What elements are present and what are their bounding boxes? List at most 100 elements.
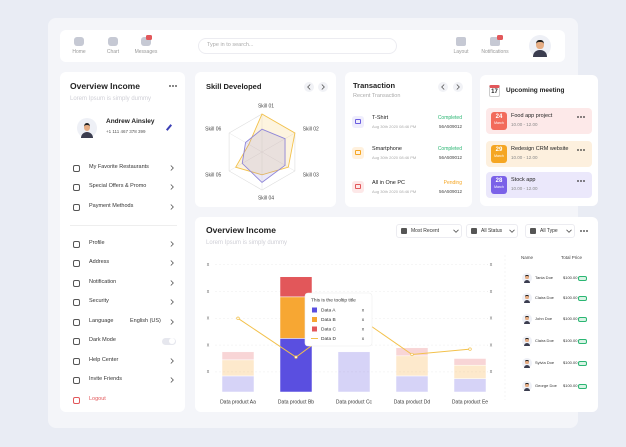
avatar-body[interactable] <box>533 49 547 57</box>
avatar-body[interactable] <box>81 131 93 138</box>
avatar-face[interactable] <box>525 383 529 388</box>
nav-label[interactable]: Layout <box>453 49 469 55</box>
table-name[interactable]: Claira Doe <box>535 295 554 300</box>
menu-item[interactable]: Address <box>89 259 110 265</box>
search-placeholder[interactable]: Type in to search... <box>207 42 254 48</box>
transaction-date: Aug 30th 2020 08:46 PM <box>372 189 417 194</box>
date-day[interactable]: 24 <box>495 114 503 120</box>
filter-label[interactable]: All Status <box>481 227 503 234</box>
date-day[interactable]: 29 <box>495 147 503 153</box>
filter-label[interactable]: Most Recent <box>411 227 440 234</box>
menu-item[interactable]: Logout <box>89 396 106 402</box>
nav-icon[interactable] <box>456 37 466 46</box>
menu-item[interactable]: Dark Mode <box>89 337 116 343</box>
nav-icon[interactable] <box>74 37 84 46</box>
status-pill <box>578 361 587 366</box>
transaction-status: Completed <box>437 146 462 152</box>
filter-label[interactable]: All Type <box>540 227 558 234</box>
menu-item[interactable]: Special Offers & Promo <box>89 183 147 189</box>
table-price: $100.00 <box>563 338 578 343</box>
meeting-time: 10.00 - 12.00 <box>511 122 538 127</box>
search-box[interactable] <box>198 38 397 54</box>
table-name[interactable]: Claira Doe <box>535 338 554 343</box>
menu-item[interactable]: My Favorite Restaurants <box>89 164 149 170</box>
avatar-face[interactable] <box>525 295 529 300</box>
filter-icon[interactable] <box>530 228 536 234</box>
table-name[interactable]: John Doe <box>535 316 553 321</box>
date-badge[interactable] <box>491 176 507 194</box>
meeting-title[interactable]: Redesign CRM website <box>511 146 569 152</box>
nav-icon[interactable] <box>141 37 151 46</box>
avatar-body[interactable] <box>524 279 530 283</box>
transaction-name[interactable]: Smartphone <box>372 146 402 152</box>
meeting-time: 10.00 - 12.00 <box>511 186 538 191</box>
nav-label[interactable]: Notifications <box>481 49 509 55</box>
table-name[interactable]: Sylvia Doe <box>535 360 555 365</box>
transaction-glyph[interactable] <box>355 119 361 124</box>
transaction-glyph[interactable] <box>355 150 361 155</box>
nav-label[interactable]: Messages <box>134 49 158 55</box>
menu-icon[interactable] <box>73 183 80 191</box>
menu-icon[interactable] <box>73 298 80 306</box>
menu-item[interactable]: Profile <box>89 240 105 246</box>
avatar-face[interactable] <box>525 275 529 280</box>
table-name[interactable]: Tania Doe <box>535 275 554 280</box>
language-value[interactable]: English (US) <box>130 318 161 324</box>
menu-item[interactable]: Language <box>89 318 114 324</box>
filter[interactable] <box>525 224 575 238</box>
avatar-face[interactable] <box>536 39 544 49</box>
date-badge[interactable] <box>491 145 507 163</box>
avatar-body[interactable] <box>524 364 530 368</box>
transaction-name[interactable]: T-Shirt <box>372 115 389 121</box>
card-subtitle: Lorem Ipsum is simply dummy <box>70 96 152 102</box>
filter[interactable] <box>396 224 462 238</box>
toggle-knob[interactable] <box>169 338 175 344</box>
filter-icon[interactable] <box>471 228 477 234</box>
meeting-title[interactable]: Stock app <box>511 177 536 183</box>
menu-icon[interactable] <box>73 240 80 248</box>
menu-icon[interactable] <box>73 318 80 326</box>
avatar-face[interactable] <box>525 316 529 321</box>
menu-icon[interactable] <box>73 279 80 287</box>
meeting-title[interactable]: Food app project <box>511 113 553 119</box>
transaction-name[interactable]: All in One PC <box>372 180 406 186</box>
avatar-body[interactable] <box>524 299 530 303</box>
transaction-id: 56A509012 <box>438 155 462 160</box>
menu-item[interactable]: Security <box>89 298 109 304</box>
date-month[interactable]: March <box>494 154 504 158</box>
avatar-face[interactable] <box>525 360 529 365</box>
menu-item[interactable]: Invite Friends <box>89 376 123 382</box>
nav-icon[interactable] <box>490 37 500 46</box>
menu-icon[interactable] <box>73 203 80 211</box>
menu-item[interactable]: Payment Methods <box>89 203 134 209</box>
avatar-body[interactable] <box>524 387 530 391</box>
filter-icon[interactable] <box>401 228 407 234</box>
nav-icon[interactable] <box>108 37 118 46</box>
table-price: $100.00 <box>563 383 578 388</box>
filter[interactable] <box>466 224 518 238</box>
transaction-glyph[interactable] <box>355 184 361 189</box>
card-subtitle: Recent Transaction <box>353 93 401 99</box>
menu-icon[interactable] <box>73 357 80 365</box>
avatar-face[interactable] <box>83 122 91 131</box>
profile-name[interactable]: Andrew Ainsley <box>106 118 155 125</box>
transaction-status: Pending <box>443 180 462 186</box>
nav-label[interactable]: Home <box>72 49 86 55</box>
nav-label[interactable]: Chart <box>106 49 120 55</box>
date-month[interactable]: March <box>494 185 504 189</box>
badge <box>497 35 503 40</box>
menu-icon[interactable] <box>73 259 80 267</box>
date-day[interactable]: 28 <box>495 178 503 184</box>
menu-icon[interactable] <box>73 164 80 172</box>
menu-icon[interactable] <box>73 396 80 404</box>
table-name[interactable]: George Doe <box>535 383 557 388</box>
avatar-body[interactable] <box>524 320 530 324</box>
menu-item[interactable]: Notification <box>89 279 117 285</box>
menu-icon[interactable] <box>73 376 80 384</box>
date-month[interactable]: March <box>494 121 504 125</box>
menu-item[interactable]: Help Center <box>89 357 119 363</box>
menu-icon[interactable] <box>73 337 80 345</box>
date-badge[interactable] <box>491 112 507 130</box>
avatar-face[interactable] <box>525 338 529 343</box>
avatar-body[interactable] <box>524 342 530 346</box>
